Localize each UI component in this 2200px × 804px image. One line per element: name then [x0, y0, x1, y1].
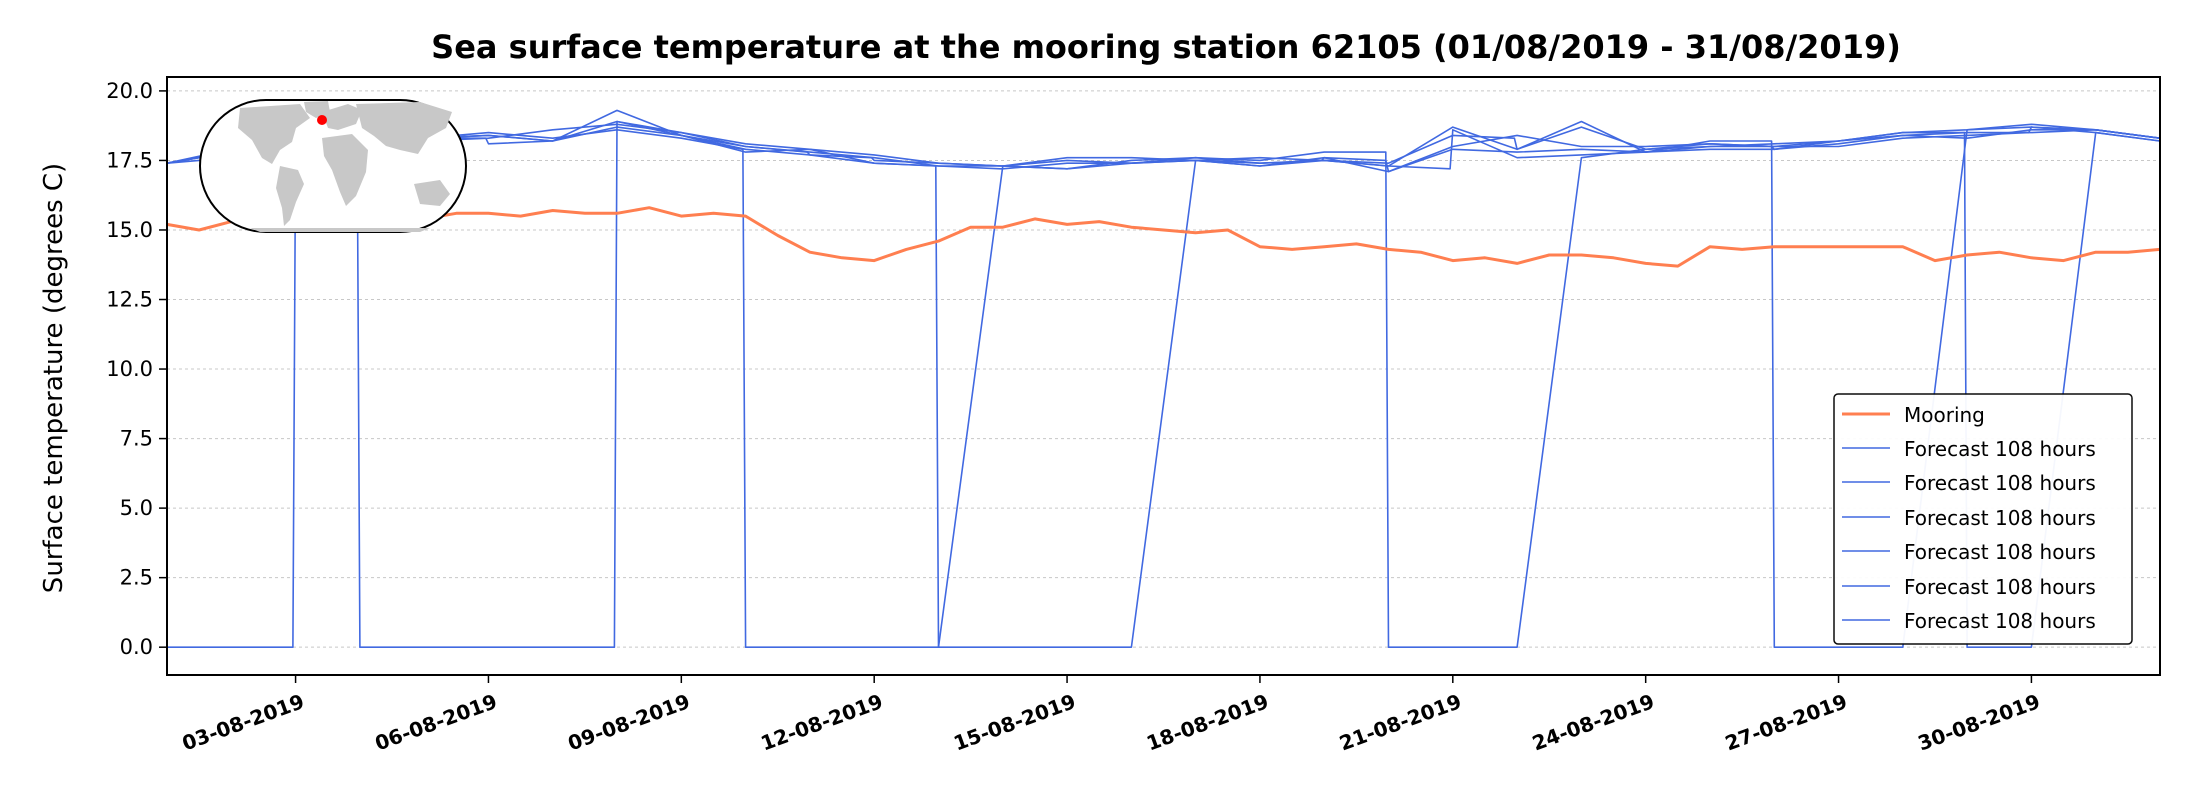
legend-label-forecast: Forecast 108 hours — [1904, 575, 2096, 599]
series-line-forecast-5 — [166, 120, 2161, 649]
series-line-forecast-3 — [166, 109, 2161, 649]
y-tick-label: 10.0 — [106, 357, 153, 381]
antarctica-shape — [250, 228, 430, 232]
y-tick-label: 0.0 — [120, 635, 153, 659]
y-tick-label: 20.0 — [106, 79, 153, 103]
legend-entry-forecast-3: Forecast 108 hours — [1842, 506, 2096, 530]
legend-frame — [1833, 393, 2133, 645]
y-axis-label: Surface temperature (degrees C) — [39, 163, 69, 593]
europe-shape — [322, 104, 362, 130]
series-line-mooring — [166, 206, 2161, 268]
asia-shape — [356, 102, 452, 154]
x-tick-label: 30-08-2019 — [1915, 689, 2043, 755]
y-tick-label: 7.5 — [120, 427, 153, 451]
australia-shape — [414, 180, 450, 206]
y-tick-label: 15.0 — [106, 218, 153, 242]
world-landmass — [238, 101, 452, 232]
x-tick-label: 21-08-2019 — [1336, 689, 1464, 755]
series-line-forecast-6 — [166, 126, 2161, 649]
x-tick-label: 15-08-2019 — [950, 689, 1078, 755]
legend-entry-mooring: Mooring — [1842, 403, 1985, 427]
chart-title: Sea surface temperature at the mooring s… — [431, 28, 1901, 66]
x-tick-label: 03-08-2019 — [179, 689, 307, 755]
legend-entry-forecast-5: Forecast 108 hours — [1842, 575, 2096, 599]
legend-entry-forecast-4: Forecast 108 hours — [1842, 540, 2096, 564]
x-tick-label: 12-08-2019 — [757, 689, 885, 755]
south-america-shape — [276, 166, 304, 226]
x-tick-label: 18-08-2019 — [1143, 689, 1271, 755]
legend-label-forecast: Forecast 108 hours — [1904, 471, 2096, 495]
station-marker — [317, 115, 327, 125]
legend-label-forecast: Forecast 108 hours — [1904, 437, 2096, 461]
legend-entry-forecast-1: Forecast 108 hours — [1842, 437, 2096, 461]
y-tick-label: 5.0 — [120, 496, 153, 520]
y-tick-label: 2.5 — [120, 566, 153, 590]
legend-label-forecast: Forecast 108 hours — [1904, 506, 2096, 530]
x-tick-label: 06-08-2019 — [372, 689, 500, 755]
x-tick-label: 09-08-2019 — [565, 689, 693, 755]
inset-world-map — [199, 99, 467, 233]
north-america-shape — [238, 104, 310, 164]
legend-entry-forecast-2: Forecast 108 hours — [1842, 471, 2096, 495]
x-tick-label: 24-08-2019 — [1529, 689, 1657, 755]
legend-label-mooring: Mooring — [1904, 403, 1985, 427]
legend-label-forecast: Forecast 108 hours — [1904, 540, 2096, 564]
legend: Mooring Forecast 108 hours Forecast 108 … — [1833, 393, 2133, 645]
y-tick-label: 17.5 — [106, 148, 153, 172]
legend-label-forecast: Forecast 108 hours — [1904, 609, 2096, 633]
x-tick-label: 27-08-2019 — [1722, 689, 1850, 755]
y-tick-label: 12.5 — [106, 288, 153, 312]
plot-area-frame — [166, 76, 2161, 676]
africa-shape — [322, 134, 368, 206]
legend-entry-forecast-6: Forecast 108 hours — [1842, 609, 2096, 633]
